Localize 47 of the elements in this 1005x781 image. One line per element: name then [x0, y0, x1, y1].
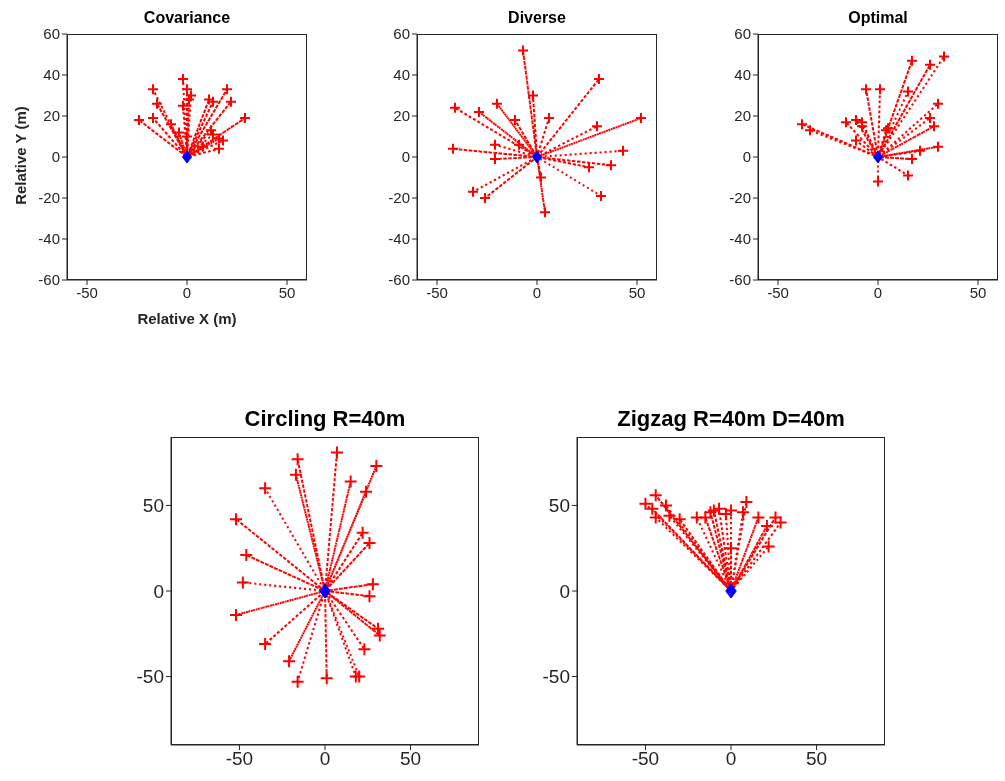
y-tick-label: -20 [388, 189, 410, 207]
x-tick-label: 0 [873, 283, 883, 301]
y-tick-label: -60 [388, 271, 410, 289]
y-tick-label: -50 [542, 666, 570, 688]
chart-title: Diverse [507, 9, 567, 27]
y-tick-label: -40 [729, 230, 751, 248]
x-tick-label: -50 [631, 748, 660, 770]
y-tick-label: 0 [401, 148, 410, 166]
y-tick-label: -60 [729, 271, 751, 289]
x-tick-label: 50 [278, 283, 296, 301]
x-axis-title: Relative X (m) [136, 310, 238, 327]
x-tick-label: 50 [805, 748, 828, 770]
y-tick-label: 60 [734, 25, 751, 43]
y-tick-label: 0 [559, 580, 570, 602]
y-tick-label: -60 [38, 271, 60, 289]
x-tick-label: -50 [767, 283, 789, 301]
y-tick-label: 40 [393, 66, 410, 84]
y-tick-label: -50 [136, 666, 164, 688]
x-tick-label: 50 [628, 283, 646, 301]
chart-title: Zigzag R=40m D=40m [616, 406, 846, 432]
y-tick-label: -40 [38, 230, 60, 248]
y-tick-label: 60 [393, 25, 410, 43]
chart-title: Covariance [142, 9, 232, 27]
x-tick-label: 0 [182, 283, 192, 301]
chart-title: Circling R=40m [243, 406, 407, 432]
y-tick-label: 0 [742, 148, 751, 166]
x-tick-label: 0 [319, 748, 331, 770]
y-tick-label: 20 [43, 107, 60, 125]
y-tick-label: -40 [388, 230, 410, 248]
x-tick-label: -50 [76, 283, 98, 301]
x-tick-label: -50 [225, 748, 254, 770]
y-axis-title: Relative Y (m) [11, 105, 29, 207]
y-tick-label: -20 [729, 189, 751, 207]
x-tick-label: 0 [532, 283, 542, 301]
chart-title: Optimal [847, 9, 909, 27]
y-tick-label: 0 [51, 148, 60, 166]
y-tick-label: 60 [43, 25, 60, 43]
y-tick-label: 0 [153, 580, 164, 602]
y-tick-label: 20 [393, 107, 410, 125]
y-tick-label: -20 [38, 189, 60, 207]
y-tick-label: 50 [142, 495, 164, 517]
x-tick-label: 50 [969, 283, 987, 301]
x-tick-label: -50 [426, 283, 448, 301]
y-tick-label: 40 [734, 66, 751, 84]
y-tick-label: 40 [43, 66, 60, 84]
y-tick-label: 50 [548, 495, 570, 517]
y-tick-label: 20 [734, 107, 751, 125]
